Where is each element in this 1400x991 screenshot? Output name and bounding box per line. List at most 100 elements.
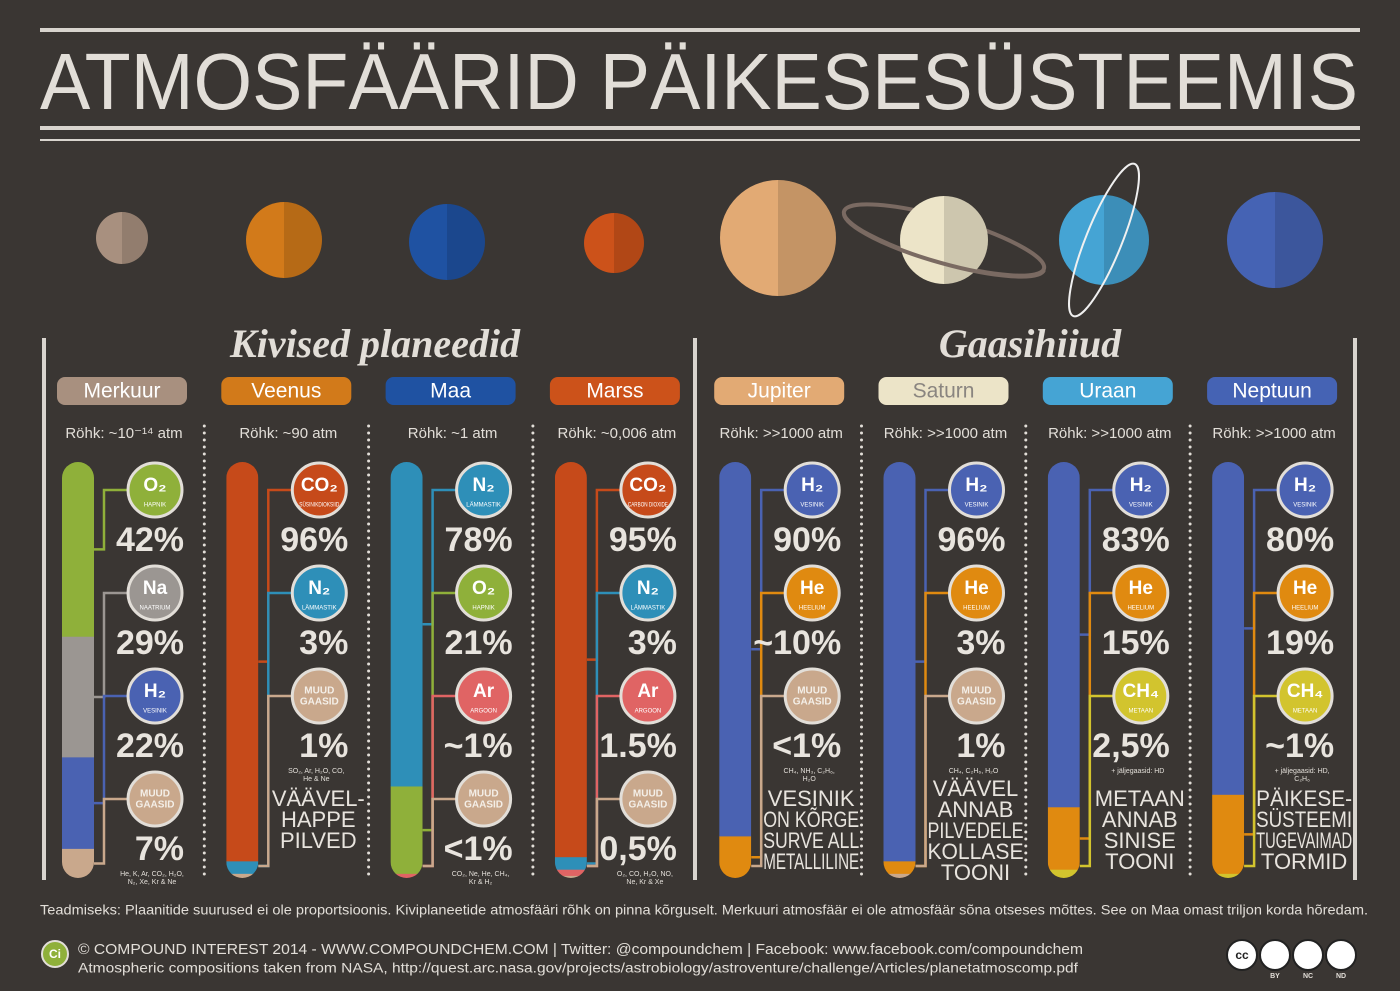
gas-symbol: H₂ xyxy=(801,475,823,496)
planet-shade xyxy=(1275,192,1323,288)
planet-name: Maa xyxy=(430,380,471,403)
group-label: Kivised planeedid xyxy=(229,321,521,366)
gas-name: HEELIUM xyxy=(1292,606,1319,612)
bar-segment xyxy=(390,786,423,875)
planet-shade xyxy=(122,212,148,264)
gas-name: VESINIK xyxy=(800,503,824,509)
license-icons: cc BY NC ND xyxy=(1226,939,1357,980)
gas-symbol: N₂ xyxy=(637,578,659,599)
gas-badge xyxy=(126,667,184,725)
gas-percent: 1% xyxy=(299,727,348,765)
planet-name: Marss xyxy=(586,380,643,403)
gas-badge xyxy=(948,564,1005,622)
planet-pill xyxy=(57,377,187,405)
gas-name: CARBON DIOXIDE xyxy=(628,503,668,509)
license-icon xyxy=(1259,939,1291,971)
bar xyxy=(62,462,94,878)
planet-shade xyxy=(447,204,485,280)
gas-percent: 3% xyxy=(299,624,348,662)
note: TOONI xyxy=(941,860,1010,885)
pressure: Röhk: ~0,006 atm xyxy=(557,425,676,442)
bar-segment xyxy=(1212,794,1245,875)
gas-percent: <1% xyxy=(772,727,841,765)
planet-pill xyxy=(714,377,845,405)
gas-symbol: N₂ xyxy=(308,578,330,599)
bar-segment xyxy=(1212,873,1245,878)
credit: © COMPOUND INTEREST 2014 - WWW.COMPOUNDC… xyxy=(78,941,1083,958)
source: Atmospheric compositions taken from NASA… xyxy=(78,960,1078,976)
gas-detail: H₂O xyxy=(803,776,817,783)
note: VÄÄVEL xyxy=(933,776,1019,801)
gas-name: SÜSINIKDIOKSIID xyxy=(299,502,340,509)
license-icon xyxy=(1226,939,1258,971)
license-label: cc xyxy=(1235,948,1249,962)
gas-detail: SO₂, Ar, H₂O, CO, xyxy=(288,768,344,775)
planet-shade xyxy=(1104,195,1149,285)
planet-name: Jupiter xyxy=(748,380,811,403)
gas-percent: 95% xyxy=(609,521,677,559)
planet-pill xyxy=(878,377,1009,405)
bar xyxy=(226,462,259,878)
gas-symbol: MUUD xyxy=(140,789,170,800)
planet-pill xyxy=(549,377,680,405)
note: ANNAB xyxy=(938,797,1014,822)
gas-symbol: Na xyxy=(143,578,168,599)
gas-percent: 80% xyxy=(1266,521,1334,559)
gas-percent: ~1% xyxy=(444,727,513,765)
note: TUGEVAIMAD xyxy=(1256,828,1352,853)
connector xyxy=(94,797,128,865)
gas-percent: 29% xyxy=(116,624,184,662)
gas-symbol: He xyxy=(800,578,824,599)
gas-badge xyxy=(948,667,1005,725)
bar-segment xyxy=(554,875,587,878)
bar-segment xyxy=(554,857,587,871)
note: METAAN xyxy=(1095,786,1185,811)
bar-segment xyxy=(62,462,94,638)
gas-symbol: GAASID xyxy=(957,697,996,708)
gas-name: HEELIUM xyxy=(799,606,826,612)
logo-text: Ci xyxy=(49,947,61,961)
gas-badge xyxy=(1112,461,1170,519)
planet-name: Saturn xyxy=(913,380,975,403)
planet-shade xyxy=(778,180,836,296)
planet xyxy=(409,204,485,280)
bar-segment xyxy=(883,861,916,875)
note: KOLLASE xyxy=(928,839,1024,864)
bar-segment xyxy=(719,462,752,837)
note: HAPPE xyxy=(281,807,356,832)
planet-name: Merkuur xyxy=(83,380,160,403)
bar-segment xyxy=(883,462,916,862)
gas-badge xyxy=(290,564,348,622)
gas-detail: CH₄, C₂H₆, H₂O xyxy=(949,768,999,775)
planet xyxy=(246,202,322,278)
gas-badge xyxy=(948,461,1005,519)
gas-detail: + jäljegaasid: HD, xyxy=(1275,768,1330,775)
gas-detail: CO₂, Ne, He, CH₄, xyxy=(452,871,510,878)
bar xyxy=(883,462,916,878)
bar-segment xyxy=(883,873,916,878)
pressure: Röhk: ~90 atm xyxy=(239,425,337,442)
gas-percent: 19% xyxy=(1266,624,1334,662)
gas-percent: ~10% xyxy=(753,624,841,662)
gas-percent: 3% xyxy=(628,624,677,662)
note: ANNAB xyxy=(1102,807,1178,832)
gas-detail: O₂, CO, H₂O, NO, xyxy=(617,871,673,878)
planet-name: Veenus xyxy=(251,380,321,403)
bar-segment xyxy=(390,462,423,787)
note: SINISE xyxy=(1104,828,1176,853)
planet xyxy=(1227,192,1323,288)
connector xyxy=(751,488,786,651)
gas-detail: He & Ne xyxy=(303,776,330,783)
gas-symbol: O₂ xyxy=(472,578,495,599)
gas-name: LÄMMASTIK xyxy=(466,502,501,509)
note: VÄÄVEL- xyxy=(272,786,365,811)
gas-symbol: H₂ xyxy=(1294,475,1316,496)
gas-badge xyxy=(455,461,513,519)
connector xyxy=(94,694,128,805)
note: TOONI xyxy=(1105,849,1174,874)
license-label: ND xyxy=(1336,973,1346,980)
connector xyxy=(586,797,621,868)
gas-symbol: GAASID xyxy=(136,800,175,811)
gas-symbol: CH₄ xyxy=(1287,681,1324,702)
gas-name: VESINIK xyxy=(1129,503,1153,509)
